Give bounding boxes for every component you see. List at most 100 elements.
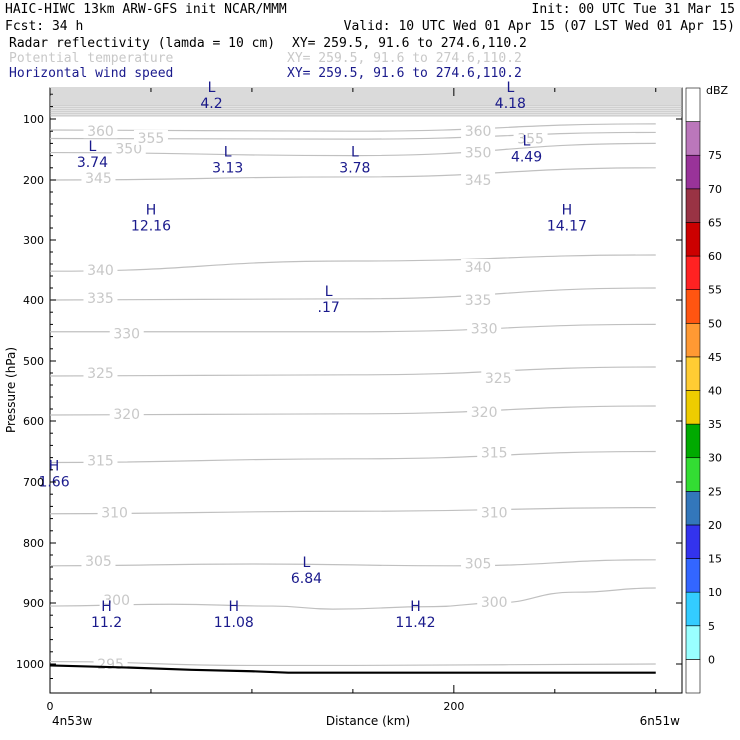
colorbar-swatch <box>685 591 701 627</box>
colorbar-level-label: 75 <box>708 149 722 162</box>
theta-label-mask <box>513 130 548 146</box>
wind-extremum-value: 1.66 <box>38 475 69 491</box>
wind-extremum-value: 4.49 <box>511 150 542 166</box>
colorbar-swatch <box>685 659 701 694</box>
theta-label-355: 355 <box>517 132 544 148</box>
theta-contour-330 <box>50 323 656 333</box>
field-wind-xy: XY= 259.5, 91.6 to 274.6,110.2 <box>287 66 522 81</box>
wind-low-marker: L <box>88 139 96 155</box>
theta-label-350: 350 <box>465 146 492 162</box>
theta-contour-315 <box>49 450 656 464</box>
stratosphere-contour-band <box>50 87 682 117</box>
theta-label-mask <box>81 553 116 568</box>
theta-label-340: 340 <box>87 263 114 279</box>
y-tick-label: 100 <box>23 113 44 126</box>
colorbar-level-label: 70 <box>708 183 722 196</box>
wind-low-marker: L <box>523 134 531 150</box>
colorbar-swatch <box>685 87 701 122</box>
theta-label-mask <box>467 320 502 336</box>
theta-label-340: 340 <box>465 260 492 276</box>
theta-contour-labels: 295 300 300 305 305 310 310 315 315 320 320 325 325 3… <box>81 123 548 673</box>
wind-extremum-value: 11.2 <box>91 615 122 631</box>
theta-label-mask <box>477 444 512 460</box>
theta-label-360: 360 <box>465 124 492 140</box>
colorbar-level-label: 65 <box>708 216 722 229</box>
theta-label-345: 345 <box>465 173 492 189</box>
colorbar-level-label: 45 <box>708 351 722 364</box>
colorbar-level-label: 50 <box>708 317 722 330</box>
theta-contour-320 <box>49 405 656 416</box>
colorbar-swatch <box>685 491 701 526</box>
wind-high-marker: H <box>228 599 239 615</box>
theta-contour-305 <box>49 559 656 567</box>
theta-label-325: 325 <box>485 371 512 387</box>
y-tick-label: 400 <box>23 294 44 307</box>
theta-label-330: 330 <box>113 327 140 343</box>
colorbar-swatch <box>685 154 701 190</box>
y-tick-label: 300 <box>23 234 44 247</box>
y-axis: 100 200 300 400 500 600 700 800 900 1000 <box>16 93 682 694</box>
theta-label-320: 320 <box>113 407 140 423</box>
wind-low-marker: L <box>325 284 333 300</box>
colorbar-swatch <box>685 188 701 223</box>
field-reflectivity-name: Radar reflectivity (lamda = 10 cm) <box>9 36 275 51</box>
colorbar-swatch <box>685 457 701 492</box>
theta-label-mask <box>97 504 132 520</box>
wind-high-marker: H <box>562 202 573 218</box>
theta-label-mask <box>461 144 496 160</box>
y-tick-label: 200 <box>23 174 44 187</box>
theta-contour-340 <box>49 254 656 272</box>
theta-label-mask <box>477 593 512 609</box>
wind-high-marker: H <box>101 599 112 615</box>
colorbar-swatch <box>685 558 701 593</box>
wind-extremum-value: 3.74 <box>77 155 108 171</box>
theta-label-mask <box>83 290 118 306</box>
theta-label-mask <box>467 404 502 419</box>
theta-label-305: 305 <box>465 556 492 572</box>
colorbar-level-label: 15 <box>708 553 722 566</box>
field-theta-name: Potential temperature <box>9 51 174 66</box>
theta-label-310: 310 <box>481 506 508 522</box>
header-valid-time: Valid: 10 UTC Wed 01 Apr 15 (07 LST Wed … <box>344 19 735 34</box>
colorbar-swatch <box>685 289 701 324</box>
header-init-time: Init: 00 UTC Tue 31 Mar 15 <box>532 2 736 17</box>
theta-label-315: 315 <box>87 454 114 470</box>
colorbar-swatch <box>685 255 701 290</box>
colorbar-unit: dBZ <box>706 84 729 97</box>
colorbar-level-label: 0 <box>708 653 715 666</box>
colorbar-level-label: 40 <box>708 385 722 398</box>
theta-label-mask <box>481 369 516 385</box>
plot-frame <box>49 87 683 694</box>
theta-label-mask <box>83 452 118 468</box>
theta-label-350: 350 <box>115 141 142 157</box>
x-axis: 0 200 <box>47 88 657 713</box>
theta-label-mask <box>109 405 144 421</box>
theta-label-315: 315 <box>481 446 508 462</box>
theta-label-330: 330 <box>471 322 498 338</box>
y-tick-label: 700 <box>23 476 44 489</box>
colorbar-swatch <box>685 625 701 660</box>
theta-label-mask <box>461 259 496 274</box>
theta-label-mask <box>461 172 496 187</box>
wind-extremum-value: 11.42 <box>395 615 435 631</box>
wind-extremum-value: .17 <box>318 300 340 316</box>
y-tick-label: 600 <box>23 415 44 428</box>
wind-low-marker: L <box>208 80 216 96</box>
colorbar-swatch <box>685 524 701 559</box>
y-tick-label: 800 <box>23 537 44 550</box>
theta-label-mask <box>461 123 496 139</box>
field-reflectivity-xy: XY= 259.5, 91.6 to 274.6,110.2 <box>292 36 527 51</box>
wind-low-marker: L <box>351 144 359 160</box>
theta-label-305: 305 <box>85 554 112 570</box>
theta-label-mask <box>461 555 496 571</box>
y-tick-label: 900 <box>23 597 44 610</box>
colorbar-swatch <box>685 222 701 257</box>
theta-label-mask <box>83 123 118 139</box>
colorbar-swatch <box>685 121 701 156</box>
y-tick-label: 1000 <box>16 658 44 671</box>
y-axis-label: Pressure (hPa) <box>4 347 18 433</box>
wind-high-marker: H <box>146 202 157 218</box>
field-wind-name: Horizontal wind speed <box>9 66 173 81</box>
theta-label-355: 355 <box>138 131 165 147</box>
